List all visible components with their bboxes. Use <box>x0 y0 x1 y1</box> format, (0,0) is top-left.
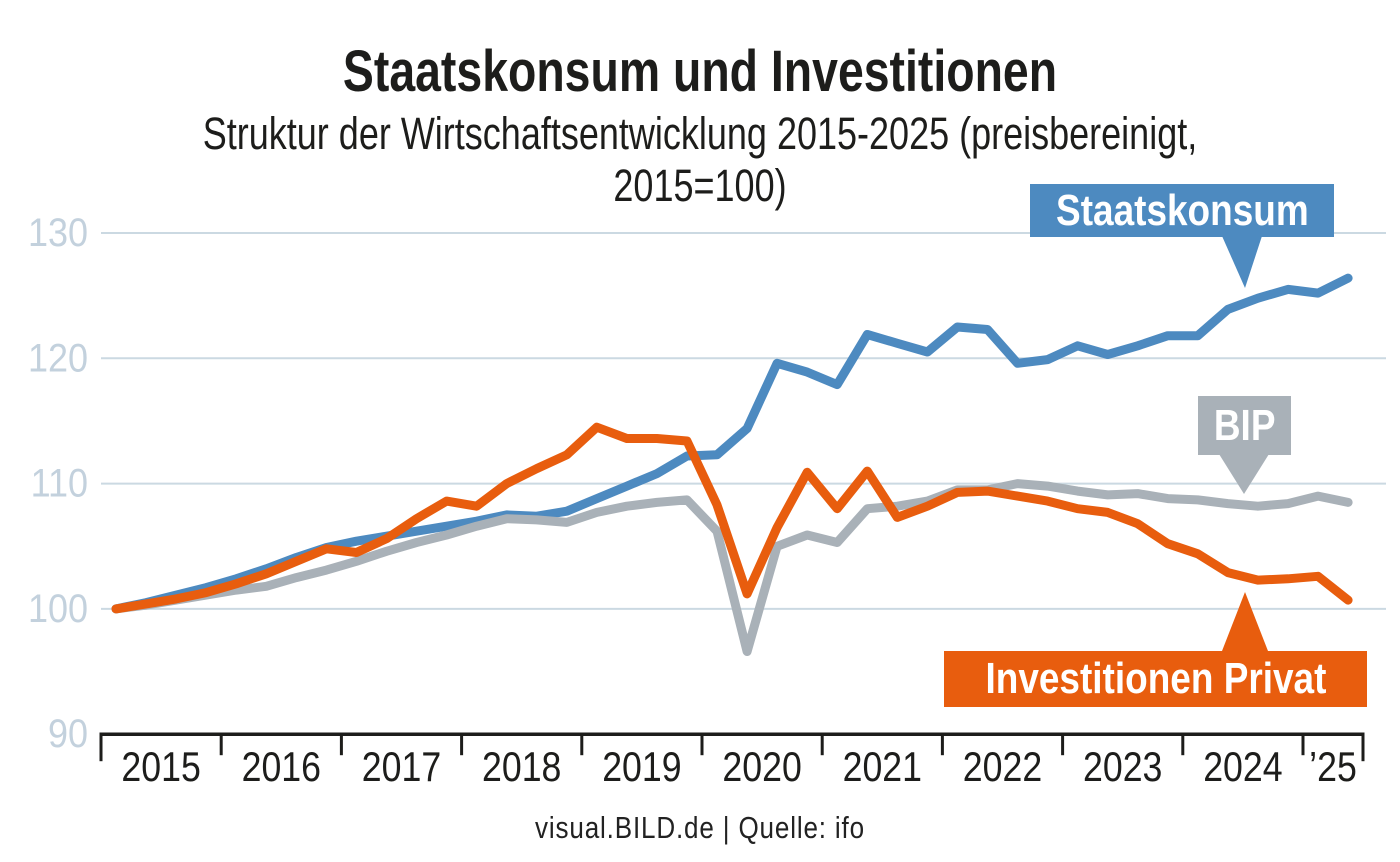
x-axis-label-2024: 2024 <box>1203 744 1282 790</box>
callout-investitionen-privat-label: Investitionen Privat <box>985 654 1326 703</box>
callout-staatskonsum-pointer-icon <box>1222 236 1262 288</box>
y-axis-label-120: 120 <box>28 337 88 381</box>
series-line-investitionen-privat <box>111 422 1353 614</box>
x-axis-label-2021: 2021 <box>843 744 922 790</box>
page-subtitle: Struktur der Wirtschaftsentwicklung 2015… <box>202 108 1198 211</box>
callout-investitionen-privat: Investitionen Privat <box>944 651 1367 707</box>
series-line-bip <box>111 479 1353 656</box>
y-axis-label-130: 130 <box>28 211 88 255</box>
x-axis-label-2019: 2019 <box>602 744 681 790</box>
y-axis-label-100: 100 <box>28 587 88 631</box>
x-axis-label-2020: 2020 <box>722 744 801 790</box>
x-axis-label-2016: 2016 <box>242 744 321 790</box>
y-axis-label-90: 90 <box>48 713 88 757</box>
x-axis-label-2015: 2015 <box>121 744 200 790</box>
x-axis-label-25: ’25 <box>1309 744 1357 790</box>
callout-investitionen-privat-pointer-icon <box>1222 592 1268 651</box>
callout-bip-label: BIP <box>1213 400 1276 450</box>
x-axis-label-2017: 2017 <box>362 744 441 790</box>
page-title: Staatskonsum und Investitionen <box>342 39 1058 104</box>
x-axis-label-2018: 2018 <box>482 744 561 790</box>
y-axis-label-110: 110 <box>31 462 88 506</box>
callout-bip-pointer-icon <box>1219 454 1269 494</box>
x-axis-label-2022: 2022 <box>963 744 1042 790</box>
source-credit: visual.BILD.de | Quelle: ifo <box>535 810 865 845</box>
callout-staatskonsum-label: Staatskonsum <box>1055 185 1309 235</box>
x-axis-label-2023: 2023 <box>1083 744 1162 790</box>
callout-bip: BIP <box>1198 396 1291 455</box>
callout-staatskonsum: Staatskonsum <box>1030 184 1334 237</box>
